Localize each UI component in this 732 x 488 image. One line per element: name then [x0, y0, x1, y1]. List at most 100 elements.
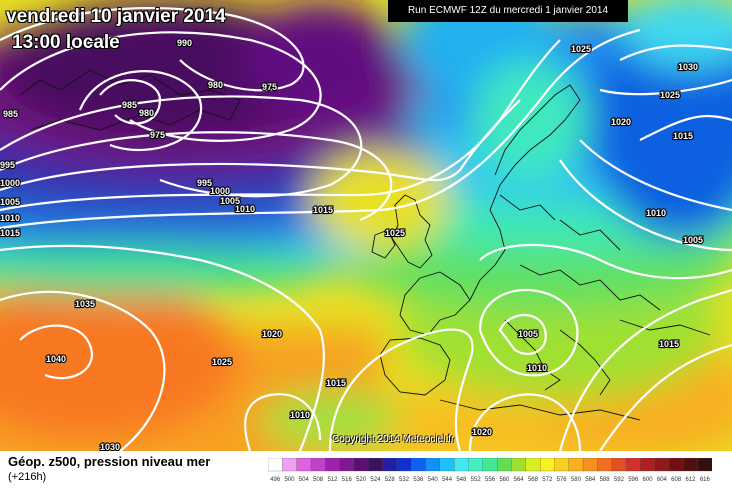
legend-value: 612 [686, 477, 697, 483]
isobar-label: 990 [177, 38, 192, 48]
legend-value: 608 [671, 477, 682, 483]
legend-value: 568 [528, 477, 539, 483]
isobar-label: 995 [0, 160, 15, 170]
coastlines [19, 69, 711, 421]
isobar-label: 1015 [326, 378, 346, 388]
legend-value: 496 [270, 477, 281, 483]
legend-value: 508 [313, 477, 324, 483]
legend-value: 504 [299, 477, 310, 483]
legend-value: 572 [542, 477, 553, 483]
geopotential-field [0, 0, 732, 451]
isobar-label: 995 [197, 178, 212, 188]
isobar-label: 985 [3, 109, 18, 119]
legend-value: 516 [342, 477, 353, 483]
legend-value: 596 [628, 477, 639, 483]
legend-swatch [368, 458, 384, 472]
legend-value: 552 [471, 477, 482, 483]
legend-swatch [353, 458, 369, 472]
isobar-label: 1015 [659, 339, 679, 349]
isobar-label: 1005 [683, 235, 703, 245]
legend-swatch [339, 458, 355, 472]
isobar-label: 1015 [0, 228, 20, 238]
legend-value: 512 [327, 477, 338, 483]
isobar-label: 985 [122, 100, 137, 110]
legend-swatch [554, 458, 570, 472]
isobar-label: 1020 [611, 117, 631, 127]
isobar-label: 1010 [290, 410, 310, 420]
isobar-label: 980 [139, 108, 154, 118]
legend-swatch [511, 458, 527, 472]
isobar-label: 1005 [518, 329, 538, 339]
legend-swatch [325, 458, 341, 472]
legend-swatch [640, 458, 656, 472]
legend-value: 600 [643, 477, 654, 483]
legend-value: 500 [284, 477, 295, 483]
legend-swatch [411, 458, 427, 472]
isobar-label: 1025 [385, 228, 405, 238]
legend-value: 548 [456, 477, 467, 483]
local-time-title: 13:00 locale [12, 32, 120, 53]
isobar-label: 1030 [100, 442, 120, 451]
legend-swatch [497, 458, 513, 472]
legend-swatch [683, 458, 699, 472]
legend-swatch [625, 458, 642, 472]
isobar-lines [0, 7, 732, 451]
isobar-label: 1005 [0, 197, 20, 207]
legend-swatch [454, 458, 470, 472]
legend-swatch [396, 458, 412, 472]
isobar-label: 1020 [262, 329, 282, 339]
isobar-label: 975 [150, 130, 165, 140]
isobar-label: 975 [262, 82, 277, 92]
legend-swatch [425, 458, 441, 472]
isobar-label: 980 [208, 80, 223, 90]
legend-value: 520 [356, 477, 367, 483]
isobar-label: 1005 [220, 196, 240, 206]
legend-swatch [611, 458, 627, 472]
isobar-label: 1025 [660, 90, 680, 100]
legend-swatch [697, 458, 712, 472]
isobar-label: 1035 [75, 299, 95, 309]
legend-swatch [525, 458, 541, 472]
legend-swatch [668, 458, 685, 472]
color-legend: 496 500 504 508 512 516 520 524 528 532 536 540 544 5… [268, 458, 712, 483]
legend-value: 528 [385, 477, 396, 483]
legend-value: 524 [370, 477, 381, 483]
legend-value: 564 [514, 477, 525, 483]
copyright-text: Copyright 2014 Meteociel.fr [332, 434, 455, 445]
isobar-label: 1010 [235, 204, 255, 214]
legend-value: 560 [499, 477, 510, 483]
legend-value: 604 [657, 477, 668, 483]
legend-swatch [268, 458, 283, 472]
legend-value: 588 [600, 477, 611, 483]
legend-value: 540 [428, 477, 439, 483]
legend-value: 536 [413, 477, 424, 483]
forecast-lead: (+216h) [8, 471, 47, 483]
legend-swatch [439, 458, 455, 472]
legend-value: 592 [614, 477, 625, 483]
legend-value: 616 [700, 477, 711, 483]
legend-swatch [539, 458, 556, 472]
isobar-label: 1040 [46, 354, 66, 364]
legend-swatch [482, 458, 498, 472]
isobar-label: 1025 [212, 357, 232, 367]
run-info: Run ECMWF 12Z du mercredi 1 janvier 2014 [388, 0, 628, 22]
isobar-label: 1020 [472, 427, 492, 437]
legend-swatch [382, 458, 398, 472]
valid-time-title: vendredi 10 janvier 2014 [6, 6, 226, 27]
legend-value: 584 [585, 477, 596, 483]
isobar-label: 1010 [0, 213, 20, 223]
isobar-label: 1025 [571, 44, 591, 54]
legend-swatch [568, 458, 584, 472]
legend-value: 556 [485, 477, 496, 483]
isobar-label: 1010 [646, 208, 666, 218]
legend-swatch [654, 458, 670, 472]
isobar-label: 1000 [0, 178, 20, 188]
isobar-label: 1015 [313, 205, 333, 215]
legend-value: 532 [399, 477, 410, 483]
isobar-label: 1010 [527, 363, 547, 373]
legend-swatch [310, 458, 326, 472]
isobar-label: 1000 [210, 186, 230, 196]
